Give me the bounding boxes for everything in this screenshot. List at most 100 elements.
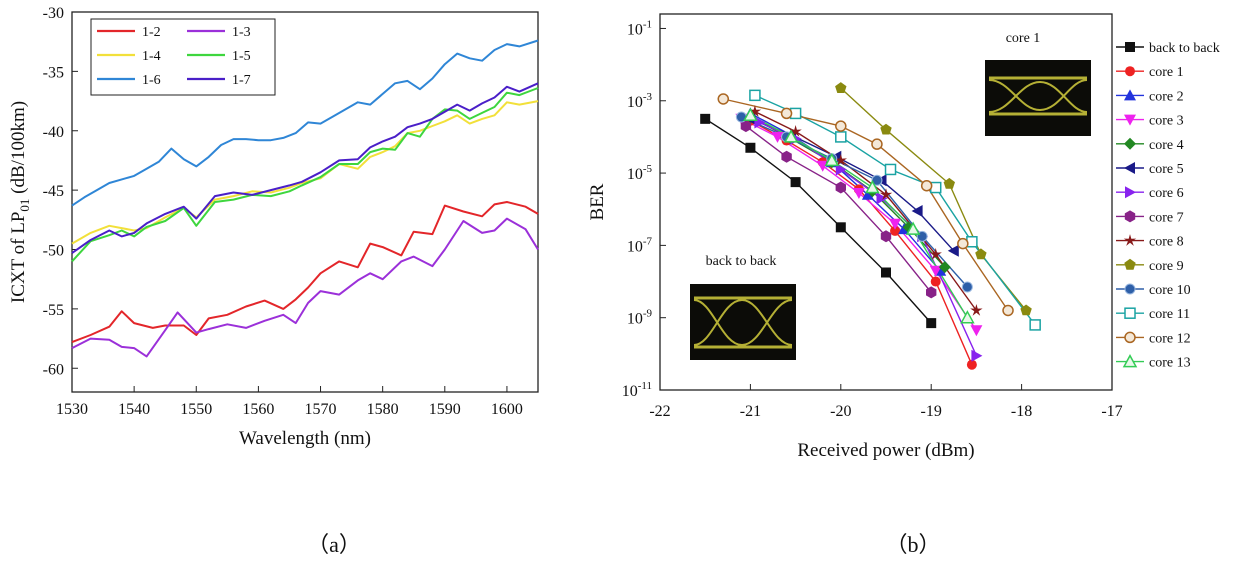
eye-btb-image [690,284,796,360]
series-line-1-6 [71,39,539,207]
data-point [930,276,941,287]
eye-diagram-back-to-back: back to back [690,254,796,360]
x-tick-label: 1580 [367,401,399,418]
data-point [743,107,758,121]
data-point [1122,354,1138,368]
x-tick-label: 1530 [56,401,88,418]
data-point [1002,304,1014,317]
legend-label: back to back [1149,41,1220,56]
data-point [1124,307,1136,319]
data-point [926,318,937,329]
chart-b-frame [659,13,1113,391]
y-tick-label: 10-11 [622,380,652,400]
y-tick-label: 10-3 [627,91,653,111]
data-point [889,218,901,230]
legend-box [90,18,276,96]
panel-b-label: （b） [885,532,940,557]
y-tick-label: -55 [43,302,64,319]
data-point [876,192,888,205]
data-point [835,120,847,132]
data-point [748,105,762,117]
x-tick-label: 1550 [180,401,212,418]
x-tick-label: 1540 [118,401,150,418]
legend-label: 1-3 [232,25,251,40]
data-point [835,82,847,93]
data-point [905,221,921,235]
y-tick-label: 10-9 [627,308,653,328]
data-point [971,349,983,362]
x-tick-label: -18 [1011,403,1032,420]
x-tick-label: 1570 [305,401,337,418]
y-tick-label: 10-1 [627,18,652,38]
data-point [947,244,959,257]
legend-label: core 9 [1149,259,1184,274]
data-point [871,138,883,150]
y-tick-label: 10-5 [627,163,653,183]
eye-core1-label: core 1 [1006,31,1041,46]
data-point [890,225,901,236]
data-point [1124,210,1136,223]
chart-b-y-ticks: 10-1 10-3 10-5 10-7 10-9 10-11 [622,18,666,400]
legend-label: 1-6 [142,73,161,88]
data-point [970,304,983,316]
series-line-core-2 [750,112,941,272]
chart-b-legend: back to back core 1 core 2 core 3 core 4 core… [1116,41,1220,371]
x-tick-label: -21 [740,403,761,420]
data-point [835,131,847,143]
data-point [1020,304,1032,316]
data-point [700,113,711,124]
chart-a-x-ticks: 1530 1540 1550 1560 1570 1580 1590 1600 [56,386,523,418]
legend-label: 1-5 [232,49,251,64]
eye-diagram-core1: core 1 [985,31,1091,136]
data-point [852,188,865,199]
legend-label: core 2 [1149,89,1184,104]
data-point [835,222,846,233]
data-point [835,163,847,176]
data-point [1124,162,1135,174]
data-point [938,261,951,274]
y-tick-label: -35 [43,64,64,81]
data-point [920,179,933,192]
legend-label: core 7 [1149,210,1184,225]
data-point [865,179,880,194]
data-point [1124,331,1136,344]
legend-label: core 1 [1149,65,1184,80]
data-point [881,267,891,278]
data-point [745,142,756,153]
x-tick-label: -19 [921,403,942,420]
data-point [1125,66,1135,77]
data-point [911,205,923,217]
data-point [834,153,847,166]
legend-label: core 8 [1149,235,1184,250]
data-point [926,286,937,299]
x-tick-label: 1590 [429,401,461,418]
data-point [1125,186,1136,199]
y-tick-label: -30 [43,5,64,22]
data-point [880,123,892,135]
data-point [1123,234,1137,246]
legend-label: core 12 [1149,331,1191,346]
series-line-1-5 [71,87,539,263]
legend-label: core 11 [1149,307,1190,322]
data-point [966,236,978,248]
series-line-back-to-back [704,118,932,324]
chart-b-series [700,82,1041,370]
data-point [771,131,784,143]
data-point [790,177,801,188]
data-point [880,230,892,243]
data-point [749,89,761,102]
data-point [816,160,829,172]
eye-core1-image [985,60,1091,136]
y-tick-label: 10-7 [627,235,653,255]
x-tick-label: 1600 [491,401,523,418]
data-point [871,174,883,186]
data-point [943,177,955,189]
data-point [884,163,897,176]
y-tick-label: -50 [43,243,64,260]
legend-label: core 10 [1149,283,1191,298]
chart-a-frame [71,11,539,393]
data-point [960,310,975,324]
data-point [879,188,893,200]
data-point [754,116,766,129]
data-point [929,247,942,260]
